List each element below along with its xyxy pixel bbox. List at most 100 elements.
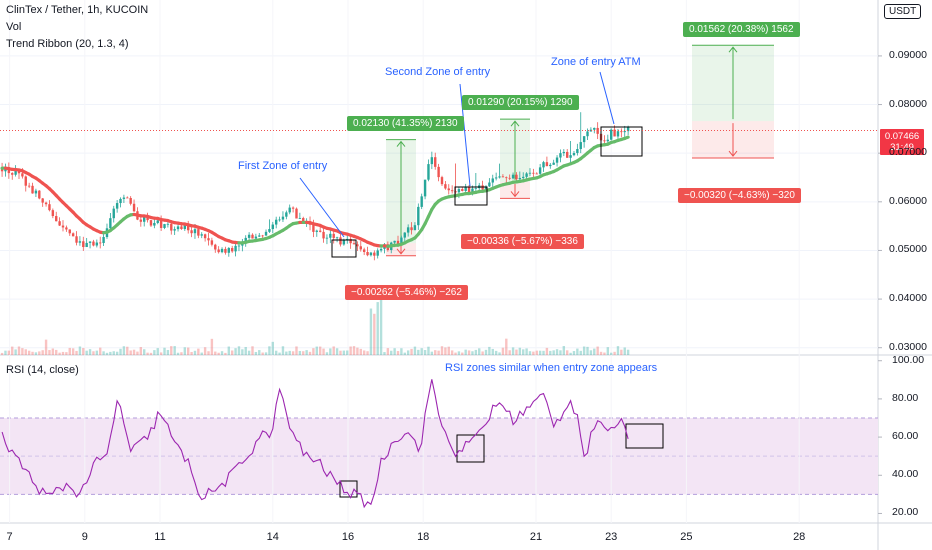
volume-bar	[126, 346, 129, 355]
volume-bar	[559, 350, 562, 355]
candle-body	[153, 222, 156, 226]
candle-body	[85, 242, 88, 248]
volume-bar	[187, 347, 190, 355]
candle-body	[430, 157, 434, 165]
volume-bar	[71, 348, 75, 355]
atm-zone-box	[600, 126, 643, 157]
candle-body	[14, 170, 17, 175]
candle-body	[187, 225, 190, 231]
volume-bar	[379, 295, 383, 355]
volume-bar	[406, 350, 410, 355]
candle-body	[606, 139, 610, 142]
volume-bar	[596, 346, 599, 355]
volume-legend[interactable]: Vol	[6, 21, 22, 33]
candle-body	[163, 224, 166, 228]
candle-body	[396, 240, 400, 245]
volume-bar	[14, 349, 17, 355]
candle-body	[24, 176, 27, 186]
trend-ribbon-legend[interactable]: Trend Ribbon (20, 1.3, 4)	[6, 38, 129, 50]
volume-bar	[288, 350, 291, 355]
volume-bar	[315, 346, 318, 355]
candle-body	[359, 246, 362, 250]
volume-bar	[511, 347, 515, 355]
volume-bar	[241, 349, 244, 355]
candle-body	[271, 224, 274, 230]
candle-body	[237, 245, 241, 247]
volume-bar	[166, 349, 170, 355]
position-1-target-label: 0.02130 (41.35%) 2130	[347, 116, 464, 131]
candle-body	[176, 226, 180, 230]
candle-body	[254, 236, 258, 239]
volume-bar	[423, 350, 427, 355]
volume-bar	[180, 352, 183, 355]
candle-body	[339, 237, 342, 245]
rsi-layer	[1, 379, 629, 509]
candle-body	[61, 225, 65, 228]
currency-selector[interactable]: USDT	[884, 4, 922, 19]
volume-bar	[356, 347, 359, 355]
candle-body	[335, 237, 339, 239]
candle-body	[119, 198, 122, 204]
position-3-target-arrowhead	[728, 46, 738, 53]
candle-body	[593, 127, 596, 130]
box-layer	[331, 126, 664, 498]
volume-bar	[51, 348, 55, 355]
volume-bar	[214, 351, 217, 355]
rsi-legend[interactable]: RSI (14, close)	[6, 364, 79, 376]
volume-bar	[285, 351, 288, 355]
volume-bar	[390, 350, 393, 355]
candle-body	[302, 218, 305, 223]
volume-bar	[522, 349, 525, 355]
candle-body	[342, 240, 346, 245]
volume-bar	[119, 348, 122, 355]
volume-bar	[555, 349, 559, 355]
volume-bar	[24, 349, 27, 355]
candle-body	[325, 237, 329, 239]
volume-bar	[593, 348, 596, 355]
candle-body	[17, 170, 21, 174]
symbol-legend[interactable]: ClinTex / Tether, 1h, KUCOIN	[6, 4, 149, 16]
candle-body	[264, 231, 268, 236]
volume-bar	[586, 346, 589, 355]
volume-bar	[444, 347, 447, 355]
candle-body	[21, 173, 24, 177]
candle-body	[410, 227, 413, 231]
volume-bar	[484, 349, 488, 355]
volume-bar	[264, 352, 268, 355]
candle-body	[471, 188, 474, 194]
volume-bar	[4, 350, 7, 355]
candle-body	[450, 190, 454, 192]
volume-bar	[332, 346, 335, 355]
rsi-atm-zone-box	[625, 423, 664, 449]
candle-body	[149, 220, 153, 226]
volume-bar	[308, 351, 312, 355]
candle-body	[227, 248, 231, 253]
volume-bar	[82, 348, 85, 355]
candle-body	[366, 252, 369, 256]
candle-body	[92, 241, 95, 246]
candle-body	[281, 216, 285, 220]
volume-bar	[403, 352, 406, 355]
volume-bar	[383, 352, 386, 355]
candle-body	[58, 221, 61, 226]
candle-body	[214, 244, 217, 250]
price-tick-label: 0.06000	[889, 194, 927, 207]
candle-body	[312, 224, 315, 232]
rsi-tick-label: 20.00	[892, 506, 919, 519]
price-tick-label: 0.03000	[889, 340, 927, 353]
price-tick-label: 0.04000	[889, 292, 927, 305]
candle-body	[180, 226, 183, 230]
candle-body	[616, 131, 620, 137]
first-zone-box	[331, 239, 357, 258]
candle-body	[115, 203, 119, 209]
volume-bar	[349, 346, 352, 355]
candle-body	[285, 212, 288, 217]
candle-body	[542, 162, 545, 168]
candle-body	[210, 240, 214, 245]
volume-bar	[173, 346, 176, 355]
volume-bar	[552, 350, 555, 355]
volume-bar	[112, 351, 115, 355]
volume-bar	[613, 351, 616, 355]
candle-body	[132, 203, 136, 212]
